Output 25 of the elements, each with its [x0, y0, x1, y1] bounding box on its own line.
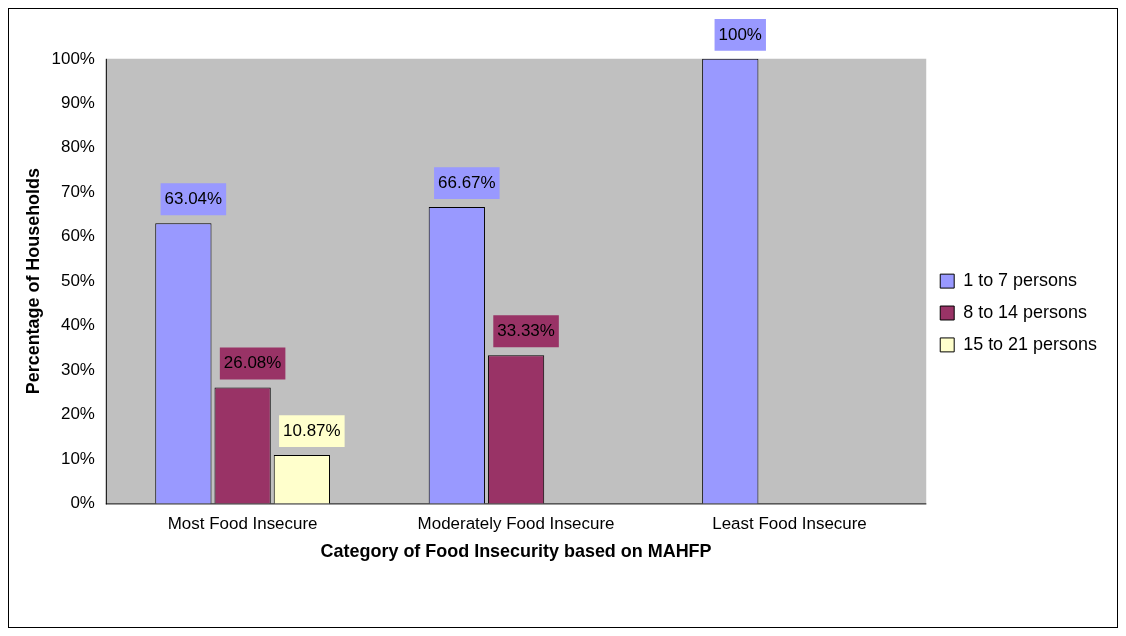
- legend-label: 8 to 14 persons: [963, 301, 1087, 322]
- y-tick-label: 80%: [60, 137, 95, 157]
- data-label: 66.67%: [438, 172, 496, 192]
- y-tick-label: 50%: [60, 270, 95, 290]
- y-axis-title: Percentage of Households: [22, 168, 43, 395]
- legend-label: 15 to 21 persons: [963, 333, 1097, 354]
- y-tick-label: 10%: [60, 448, 95, 468]
- data-label: 33.33%: [497, 320, 555, 340]
- legend-label: 1 to 7 persons: [963, 270, 1077, 291]
- x-tick-label: Least Food Insecure: [712, 514, 867, 534]
- data-label: 10.87%: [283, 420, 341, 440]
- x-tick-label: Moderately Food Insecure: [417, 514, 615, 534]
- y-tick-label: 40%: [60, 315, 95, 335]
- y-tick-label: 100%: [51, 48, 95, 68]
- y-tick-label: 30%: [60, 359, 95, 379]
- data-label: 26.08%: [223, 353, 282, 373]
- y-tick-label: 60%: [60, 226, 95, 246]
- x-tick-label: Most Food Insecure: [167, 514, 318, 534]
- y-tick-label: 20%: [60, 404, 95, 424]
- x-axis-title: Category of Food Insecurity based on MAHFP: [320, 541, 712, 562]
- data-label: 63.04%: [164, 188, 223, 208]
- y-tick-label: 70%: [60, 181, 95, 201]
- data-label: 100%: [718, 24, 762, 44]
- y-tick-label: 0%: [70, 493, 95, 513]
- y-tick-label: 90%: [60, 92, 95, 112]
